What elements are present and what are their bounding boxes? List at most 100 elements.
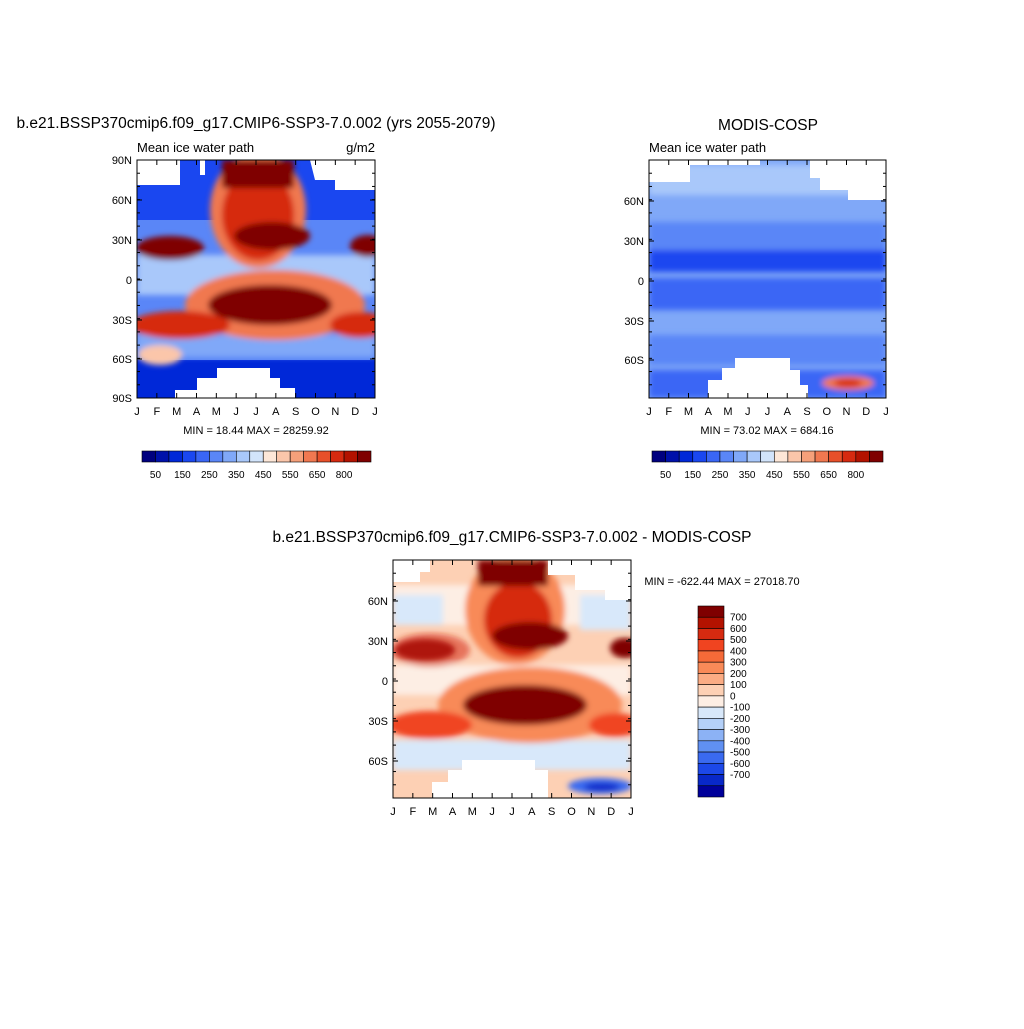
colorbar-label: 250 <box>201 470 218 481</box>
panel-model-units: g/m2 <box>346 140 375 155</box>
colorbar-label: -100 <box>730 703 750 714</box>
colorbar-swatch <box>697 729 725 742</box>
x-tick-label: D <box>351 406 359 418</box>
colorbar-swatch <box>697 718 725 730</box>
colorbar-swatch <box>773 450 789 463</box>
diff-missing-north <box>393 560 631 600</box>
colorbar-swatch <box>869 450 884 463</box>
colorbar-swatch <box>697 774 725 787</box>
x-tick-label: N <box>587 806 595 818</box>
colorbar-swatch <box>155 450 170 463</box>
colorbar-label: 50 <box>150 470 162 481</box>
colorbar-swatch <box>697 785 725 798</box>
x-tick-label: A <box>784 406 792 418</box>
colorbar-label: -400 <box>730 736 750 747</box>
colorbar-label: 150 <box>174 470 191 481</box>
colorbar-swatch <box>357 450 372 463</box>
x-tick-label: J <box>765 406 771 418</box>
colorbar-label: 450 <box>766 470 783 481</box>
colorbar-label: -600 <box>730 759 750 770</box>
blob-s-core <box>208 285 332 325</box>
colorbar-label: 250 <box>712 470 729 481</box>
y-tick-label: 0 <box>638 276 644 288</box>
panel-model-field <box>137 160 375 398</box>
x-tick-label: J <box>372 406 378 418</box>
obs-missing-south <box>708 358 808 398</box>
panel-obs: MODIS-COSP Mean ice water path MIN = 73.… <box>624 117 889 481</box>
panel-obs-field <box>649 160 886 398</box>
colorbar-swatch <box>182 450 197 463</box>
y-tick-label: 30S <box>624 316 644 328</box>
colorbar-swatch <box>343 450 358 463</box>
colorbar-swatch <box>697 639 725 652</box>
panel-model-colorbar: 50 150 250 350 450 550 650 800 <box>141 450 372 481</box>
colorbar-label: 650 <box>820 470 837 481</box>
x-tick-label: J <box>390 806 396 818</box>
x-tick-label: D <box>862 406 870 418</box>
diff-s-jet <box>393 711 472 739</box>
panel-obs-title: MODIS-COSP <box>718 117 818 134</box>
panel-diff-colorbar: 7006005004003002001000-100-200-300-400-5… <box>697 605 750 798</box>
y-tick-label: 0 <box>382 676 388 688</box>
y-tick-label: 90S <box>112 393 132 405</box>
colorbar-swatch <box>330 450 345 463</box>
y-tick-label: 90N <box>112 155 132 167</box>
colorbar-swatch <box>316 450 331 463</box>
x-tick-label: J <box>489 806 495 818</box>
colorbar-swatch <box>828 450 843 463</box>
missing-north <box>137 160 375 190</box>
x-tick-label: M <box>172 406 181 418</box>
colorbar-swatch <box>249 450 264 463</box>
colorbar-label: 300 <box>730 658 747 669</box>
colorbar-label: 600 <box>730 624 747 635</box>
panel-diff-stats: MIN = -622.44 MAX = 27018.70 <box>644 576 799 588</box>
x-tick-label: J <box>646 406 652 418</box>
colorbar-swatch <box>262 450 278 463</box>
diff-n-core <box>492 622 568 650</box>
y-tick-label: 30N <box>624 236 644 248</box>
x-tick-label: S <box>292 406 299 418</box>
x-tick-label: J <box>233 406 239 418</box>
obs-missing-north <box>649 160 886 200</box>
x-tick-label: J <box>134 406 140 418</box>
colorbar-label: 200 <box>730 669 747 680</box>
x-tick-label: A <box>705 406 713 418</box>
colorbar-label: 650 <box>309 470 326 481</box>
colorbar-swatch <box>697 751 725 764</box>
colorbar-swatch <box>697 740 725 753</box>
colorbar-swatch <box>665 450 680 463</box>
x-tick-label: M <box>723 406 732 418</box>
colorbar-label: 150 <box>684 470 701 481</box>
colorbar-swatch <box>733 450 748 463</box>
x-tick-label: F <box>153 406 160 418</box>
diff-n-pole-core <box>478 560 548 586</box>
colorbar-swatch <box>697 650 725 663</box>
colorbar-swatch <box>697 673 725 685</box>
colorbar-swatch <box>195 450 210 463</box>
colorbar-label: -300 <box>730 725 750 736</box>
colorbar-label: 400 <box>730 646 747 657</box>
x-tick-label: M <box>428 806 437 818</box>
x-tick-label: A <box>272 406 280 418</box>
panel-obs-stats: MIN = 73.02 MAX = 684.16 <box>700 425 833 437</box>
y-tick-label: 60S <box>368 756 388 768</box>
x-tick-label: J <box>628 806 634 818</box>
band-s-midlat <box>137 335 375 357</box>
colorbar-swatch <box>814 450 829 463</box>
colorbar-swatch <box>141 450 156 463</box>
y-tick-label: 30N <box>112 235 132 247</box>
panel-model: b.e21.BSSP370cmip6.f09_g17.CMIP6-SSP3-7.… <box>16 115 495 481</box>
colorbar-swatch <box>697 695 725 708</box>
colorbar-swatch <box>697 706 725 719</box>
missing-south <box>175 368 295 398</box>
panel-diff-field <box>393 560 631 798</box>
diff-band-nw <box>580 595 631 630</box>
blob-n-jet-west <box>137 236 204 260</box>
panel-model-subtitle: Mean ice water path <box>137 140 254 155</box>
colorbar-swatch <box>692 450 707 463</box>
colorbar-label: 350 <box>739 470 756 481</box>
x-tick-label: O <box>822 406 831 418</box>
